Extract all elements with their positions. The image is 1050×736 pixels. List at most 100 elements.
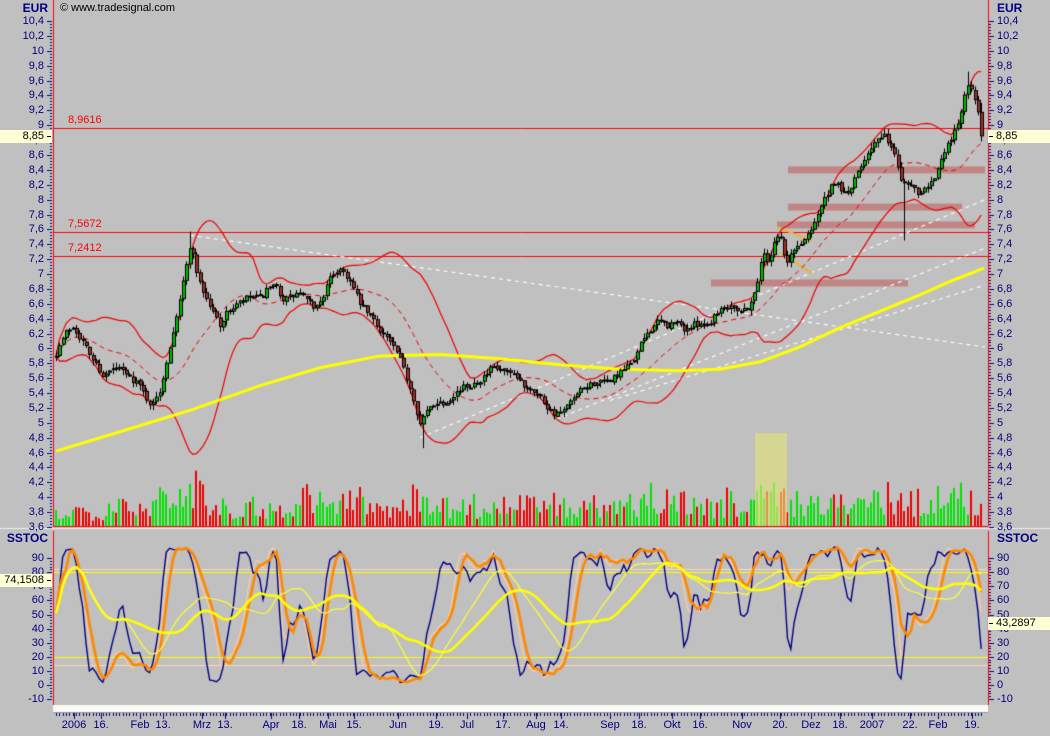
price-tick-label-right: 8 <box>997 193 1004 206</box>
sstoc-tick-label-right: 0 <box>997 679 1004 691</box>
price-tick-label-right: 7,2 <box>997 253 1013 266</box>
sstoc-tick-label-right: 90 <box>997 552 1010 565</box>
right-sstoc-axis-title: SSTOC <box>997 531 1039 545</box>
date-tick-label: Feb <box>928 719 948 731</box>
sstoc-plot-area[interactable] <box>53 532 988 705</box>
price-tick-label-left: 10,4 <box>22 15 44 28</box>
date-tick-label: 18. <box>291 719 307 731</box>
price-tick-label-right: 10,2 <box>997 29 1019 42</box>
date-tick-label: 2006 <box>61 719 87 731</box>
date-tick-label: 15. <box>346 719 362 731</box>
price-tick-label-left: 4,6 <box>28 446 44 459</box>
price-tick-label-right: 7 <box>997 268 1004 281</box>
price-tick-label-left: 9,2 <box>28 104 44 117</box>
sstoc-tag-tick <box>47 580 51 581</box>
price-tick-label-left: 6,8 <box>28 282 44 295</box>
sstoc-tick-label-right: 60 <box>997 594 1010 607</box>
date-tick-label: 19. <box>964 719 980 731</box>
left-price-axis-title: EUR <box>22 1 48 15</box>
current-price-tag-left: 8,85 <box>0 130 52 143</box>
price-tick-label-right: 4,8 <box>997 431 1013 444</box>
date-tick-label: 18. <box>832 719 848 731</box>
date-tick-label: 16. <box>93 719 109 731</box>
date-tick-label: Sep <box>600 719 620 731</box>
price-tick-label-right: 6,4 <box>997 312 1013 325</box>
price-tick-label-left: 7 <box>37 268 44 281</box>
price-tick-label-left: 7,8 <box>28 208 44 221</box>
sstoc-tick-label-right: -10 <box>997 693 1013 706</box>
date-tick-label: Feb <box>130 719 150 731</box>
price-tick-label-left: 7,4 <box>28 238 44 251</box>
price-tick-label-right: 9,6 <box>997 74 1013 87</box>
date-tick-label: 22. <box>902 719 918 731</box>
price-tick-label-right: 4,6 <box>997 446 1013 459</box>
price-tick-label-right: 5,2 <box>997 401 1013 414</box>
price-tick-label-right: 5,4 <box>997 387 1013 400</box>
price-tick-label-left: 4 <box>37 491 44 504</box>
price-tick-label-left: 9,6 <box>28 74 44 87</box>
price-tick-label-right: 9,8 <box>997 59 1013 72</box>
date-tick-label: Okt <box>663 719 681 731</box>
sstoc-tick-label-left: -10 <box>28 693 44 706</box>
price-tick-label-left: 5,4 <box>28 387 44 400</box>
date-tick-label: 2007 <box>859 719 885 731</box>
date-tick-label: Aug <box>526 719 546 731</box>
price-tick-label-left: 4,2 <box>28 476 44 489</box>
price-tick-label-right: 8,2 <box>997 178 1013 191</box>
sstoc-tick-label-right: 20 <box>997 650 1010 663</box>
copyright-text: © www.tradesignal.com <box>60 2 176 14</box>
price-tick-label-left: 6,6 <box>28 297 44 310</box>
price-tick-label-right: 6 <box>997 342 1004 355</box>
price-tick-label-left: 6 <box>37 342 44 355</box>
price-tick-label-right: 5 <box>997 416 1004 429</box>
sstoc-tick-label-left: 20 <box>31 650 44 663</box>
sstoc-value-tag-left: 74,1508 <box>0 574 52 587</box>
price-tick-label-left: 7,6 <box>28 223 44 236</box>
price-tick-label-right: 10 <box>997 44 1010 57</box>
price-tick-label-right: 3,8 <box>997 506 1013 519</box>
price-tick-label-right: 9 <box>997 119 1004 132</box>
date-tick-label: Jun <box>389 719 407 731</box>
price-tag-tick <box>989 136 993 137</box>
price-tick-label-left: 8,2 <box>28 178 44 191</box>
date-tick-label: Mai <box>319 719 337 731</box>
left-sstoc-axis-title: SSTOC <box>6 531 48 545</box>
price-tick-label-right: 7,8 <box>997 208 1013 221</box>
price-tick-label-left: 7,2 <box>28 253 44 266</box>
price-tick-label-left: 6,2 <box>28 327 44 340</box>
price-tick-label-right: 5,6 <box>997 372 1013 385</box>
sstoc-tick-label-right: 10 <box>997 664 1010 677</box>
price-line-label-1: 8,9616 <box>68 114 102 126</box>
date-tick-label: Mrz <box>192 719 212 731</box>
price-tag-tick <box>47 136 51 137</box>
price-tick-label-left: 5,8 <box>28 357 44 370</box>
sstoc-tick-label-right: 70 <box>997 580 1010 593</box>
date-tick-label: Nov <box>732 719 752 731</box>
price-tick-label-left: 5 <box>37 416 44 429</box>
price-tick-label-right: 8,6 <box>997 149 1013 161</box>
date-tick-label: 17. <box>495 719 511 731</box>
date-tick-label: 20. <box>772 719 788 731</box>
date-tick-label: 16. <box>692 719 708 731</box>
sstoc-tag-tick <box>989 623 993 624</box>
price-tick-label-left: 9,8 <box>28 59 44 72</box>
sstoc-tick-label-right: 30 <box>997 636 1010 649</box>
price-tick-label-left: 4,4 <box>28 461 44 474</box>
date-tick-label: Jul <box>459 719 475 731</box>
price-line-label-2: 7,5672 <box>68 218 102 230</box>
date-tick-label: Dez <box>801 719 821 731</box>
sstoc-tick-label-left: 90 <box>31 552 44 565</box>
sstoc-tick-label-left: 0 <box>37 679 44 691</box>
price-tick-label-left: 5,6 <box>28 372 44 385</box>
sstoc-tick-label-left: 60 <box>31 594 44 607</box>
price-tick-label-left: 3,6 <box>28 521 44 533</box>
price-tick-label-left: 10,2 <box>22 29 44 42</box>
main-plot-area[interactable] <box>53 0 988 527</box>
price-tick-label-right: 4,4 <box>997 461 1013 474</box>
date-tick-label: 13. <box>155 719 171 731</box>
sstoc-left-value: 74,1508 <box>4 574 44 586</box>
sstoc-tick-label-left: 50 <box>31 608 44 621</box>
date-tick-label: 14. <box>553 719 569 731</box>
